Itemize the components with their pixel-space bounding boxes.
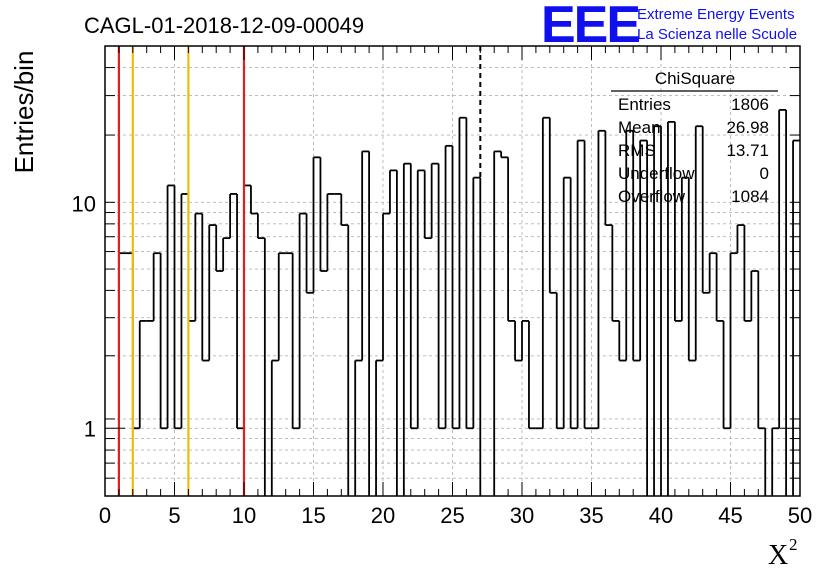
x-tick-label: 45 <box>718 503 742 528</box>
y-tick-label: 1 <box>84 416 96 441</box>
stats-row-label: RMS <box>618 141 656 160</box>
x-tick-label: 50 <box>788 503 812 528</box>
logo-line-1: Extreme Energy Events <box>637 6 795 23</box>
y-axis-label: Entries/bin <box>9 51 39 174</box>
x-tick-label: 0 <box>99 503 111 528</box>
logo-line-2: La Scienza nelle Scuole <box>637 26 797 43</box>
x-tick-label: 10 <box>232 503 256 528</box>
y-tick-labels: 1 10 <box>72 191 96 441</box>
histogram-series <box>118 108 800 496</box>
stats-row-value: 26.98 <box>726 118 769 137</box>
stats-row-value: 1806 <box>731 95 769 114</box>
stats-row-value: 13.71 <box>726 141 769 160</box>
eee-logo: EEE Extreme Energy Events La Scienza nel… <box>541 0 797 54</box>
stats-title: ChiSquare <box>655 69 735 88</box>
x-tick-label: 5 <box>168 503 180 528</box>
axis-ticks <box>104 46 801 497</box>
chart-title: CAGL-01-2018-12-09-00049 <box>84 13 364 38</box>
x-tick-label: 35 <box>579 503 603 528</box>
x-tick-label: 15 <box>301 503 325 528</box>
stats-box: ChiSquare Entries 1806 Mean 26.98 RMS 13.71 Un… <box>611 69 778 206</box>
x-axis-label-superscript: 2 <box>789 535 798 554</box>
stats-row-label: Underflow <box>618 164 695 183</box>
stats-row-label: Entries <box>618 95 671 114</box>
stats-row-label: Mean <box>618 118 661 137</box>
x-tick-label: 20 <box>371 503 395 528</box>
logo-mark: EEE <box>541 0 639 54</box>
x-tick-label: 25 <box>440 503 464 528</box>
x-axis-label: X 2 <box>768 535 798 571</box>
x-tick-label: 40 <box>649 503 673 528</box>
y-tick-label: 10 <box>72 191 96 216</box>
x-axis-label-main: X <box>768 540 788 571</box>
stats-row-value: 1084 <box>731 187 769 206</box>
x-tick-labels: 0 5 10 15 20 25 30 35 40 45 50 <box>99 503 812 528</box>
x-tick-label: 30 <box>510 503 534 528</box>
stats-row-value: 0 <box>760 164 769 183</box>
marker-lines <box>117 46 482 496</box>
stats-row-label: Overflow <box>618 187 686 206</box>
